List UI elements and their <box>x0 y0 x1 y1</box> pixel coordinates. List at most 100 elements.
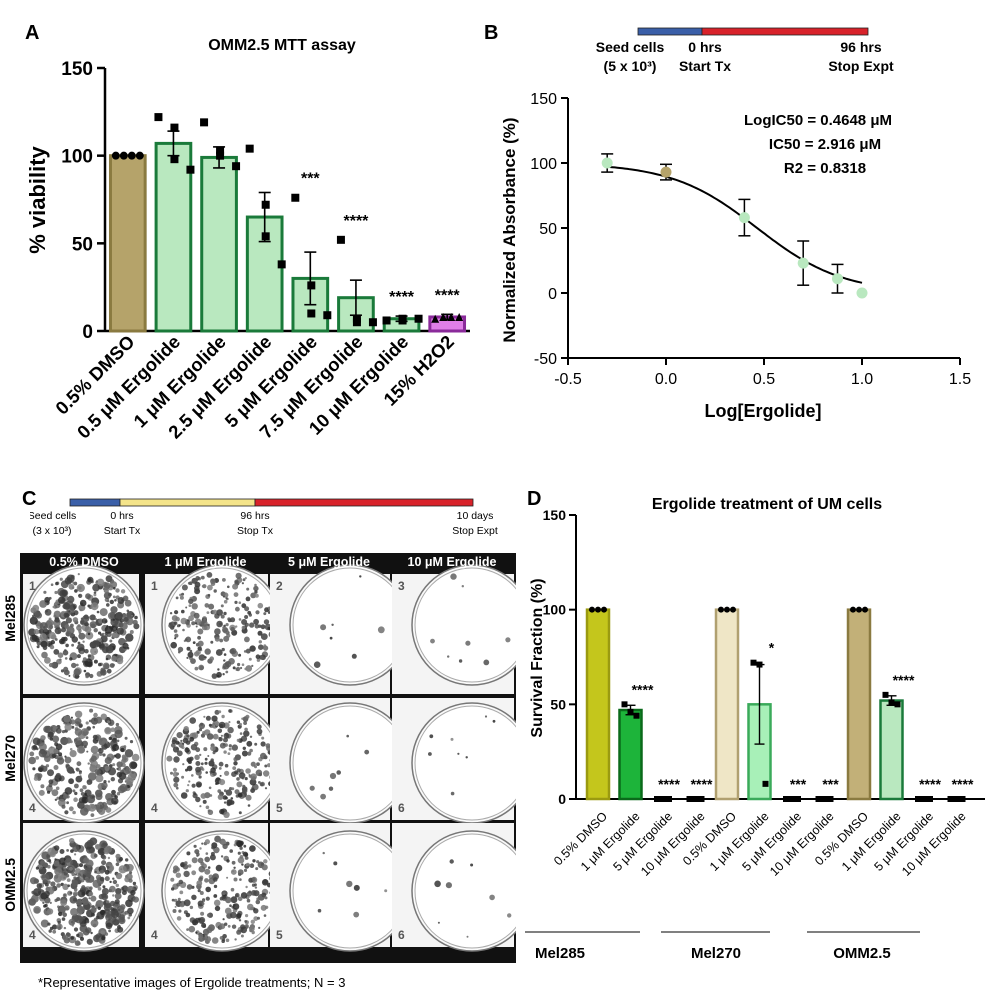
colony <box>218 737 222 740</box>
colony <box>92 879 101 888</box>
colony <box>90 745 99 754</box>
colony <box>103 780 107 784</box>
colony <box>48 662 54 668</box>
chart-d-survival-fraction: Ergolide treatment of UM cells Survival … <box>525 496 985 962</box>
data-point <box>621 701 628 708</box>
panel-label-b: B <box>484 22 499 44</box>
colony <box>248 657 252 661</box>
colony <box>201 768 205 771</box>
colony <box>74 915 83 924</box>
colony <box>245 885 248 889</box>
colony <box>353 911 360 918</box>
colony <box>79 775 82 778</box>
colony <box>198 933 204 939</box>
colony <box>129 740 134 744</box>
colony <box>89 708 94 713</box>
colony <box>51 789 59 797</box>
footnote: *Representative images of Ergolide treat… <box>38 975 346 990</box>
colony <box>191 603 198 610</box>
colony <box>260 741 266 747</box>
colony <box>210 758 214 762</box>
colony <box>329 636 333 640</box>
colony <box>29 616 38 625</box>
y-tick-label: 50 <box>550 696 566 712</box>
colony <box>243 868 248 872</box>
plate-well-number: 4 <box>29 928 36 942</box>
colony <box>230 896 238 904</box>
colony <box>194 754 200 760</box>
colony <box>256 762 260 766</box>
colony <box>46 637 49 640</box>
colony <box>90 907 97 913</box>
colony <box>35 866 39 870</box>
colony <box>73 887 78 892</box>
colony <box>63 866 66 870</box>
significance-label: **** <box>691 776 713 792</box>
colony <box>68 918 76 926</box>
colony <box>73 797 78 802</box>
colony <box>234 579 239 584</box>
colony <box>95 793 103 801</box>
data-point <box>927 796 933 802</box>
data-point <box>856 606 862 613</box>
colony <box>195 576 200 581</box>
colony <box>71 725 75 729</box>
colony <box>222 795 228 800</box>
colony <box>237 662 241 667</box>
colony <box>222 595 225 598</box>
colony <box>53 765 59 770</box>
colony <box>39 600 47 608</box>
timeline-c: Seed cells (3 x 10³) 0 hrs Start Tx 96 h… <box>30 498 498 537</box>
plate-well-number: 6 <box>398 801 405 815</box>
colony <box>74 717 82 725</box>
plate-well-number: 4 <box>29 801 36 815</box>
colony <box>129 630 134 634</box>
colony <box>247 751 252 756</box>
colony <box>227 617 231 621</box>
colony <box>119 904 126 910</box>
colony <box>112 744 120 751</box>
colony <box>182 742 185 745</box>
colony <box>198 775 202 779</box>
colony <box>85 871 92 878</box>
colony <box>173 782 179 788</box>
data-point <box>947 796 954 802</box>
colony <box>202 799 207 804</box>
colony <box>250 761 256 767</box>
colony <box>189 905 194 910</box>
timeline-c-label: 10 days <box>457 510 494 522</box>
colony <box>466 935 469 938</box>
plate-column-header: 5 μM Ergolide <box>288 555 370 569</box>
significance-label: *** <box>790 776 807 792</box>
colony <box>82 785 87 790</box>
colony <box>111 789 116 795</box>
colony <box>238 618 242 621</box>
colony <box>264 787 268 790</box>
colony <box>220 734 223 737</box>
colony <box>236 738 240 742</box>
colony <box>115 722 120 727</box>
data-point <box>756 661 763 668</box>
colony <box>84 792 87 796</box>
colony <box>204 757 208 761</box>
colony <box>40 735 46 741</box>
colony <box>205 886 211 893</box>
colony <box>87 578 92 582</box>
colony <box>235 606 240 612</box>
colony <box>70 936 74 940</box>
colony <box>197 628 204 635</box>
colony <box>309 785 315 791</box>
colony <box>243 650 247 653</box>
colony <box>101 640 105 643</box>
colony <box>94 804 101 811</box>
colony <box>239 878 242 881</box>
colony <box>47 769 54 777</box>
colony <box>244 667 248 671</box>
colony <box>48 596 52 600</box>
colony <box>225 789 233 796</box>
colony <box>457 752 460 755</box>
colony <box>109 900 116 907</box>
colony <box>256 860 260 864</box>
colony <box>115 883 120 888</box>
data-point <box>291 193 300 202</box>
